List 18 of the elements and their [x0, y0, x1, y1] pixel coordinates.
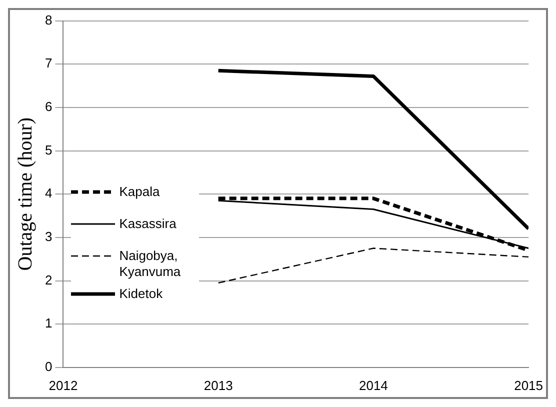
y-tick-label: 6 [44, 99, 52, 114]
x-tick-label: 2015 [514, 378, 543, 393]
y-tick-label: 7 [44, 56, 52, 71]
y-tick-label: 2 [44, 272, 52, 288]
legend-label: Naigobya, Kyanvuma [119, 248, 182, 280]
x-tick-label: 2012 [48, 378, 78, 393]
y-tick-label: 3 [44, 229, 52, 244]
y-tick-label: 1 [44, 316, 52, 331]
y-tick-label: 5 [44, 142, 52, 158]
y-tick-label: 0 [44, 358, 52, 374]
x-tick-label: 2013 [204, 378, 233, 393]
y-tick-label: 8 [44, 12, 52, 28]
legend-label: Kasassira [119, 216, 176, 232]
y-tick-label: 4 [44, 186, 52, 201]
legend-label: Kidetok [119, 286, 163, 302]
x-tick-label: 2014 [358, 378, 388, 393]
y-axis-title: Outage time (hour) [14, 117, 36, 271]
legend-label: Kapala [119, 184, 160, 200]
